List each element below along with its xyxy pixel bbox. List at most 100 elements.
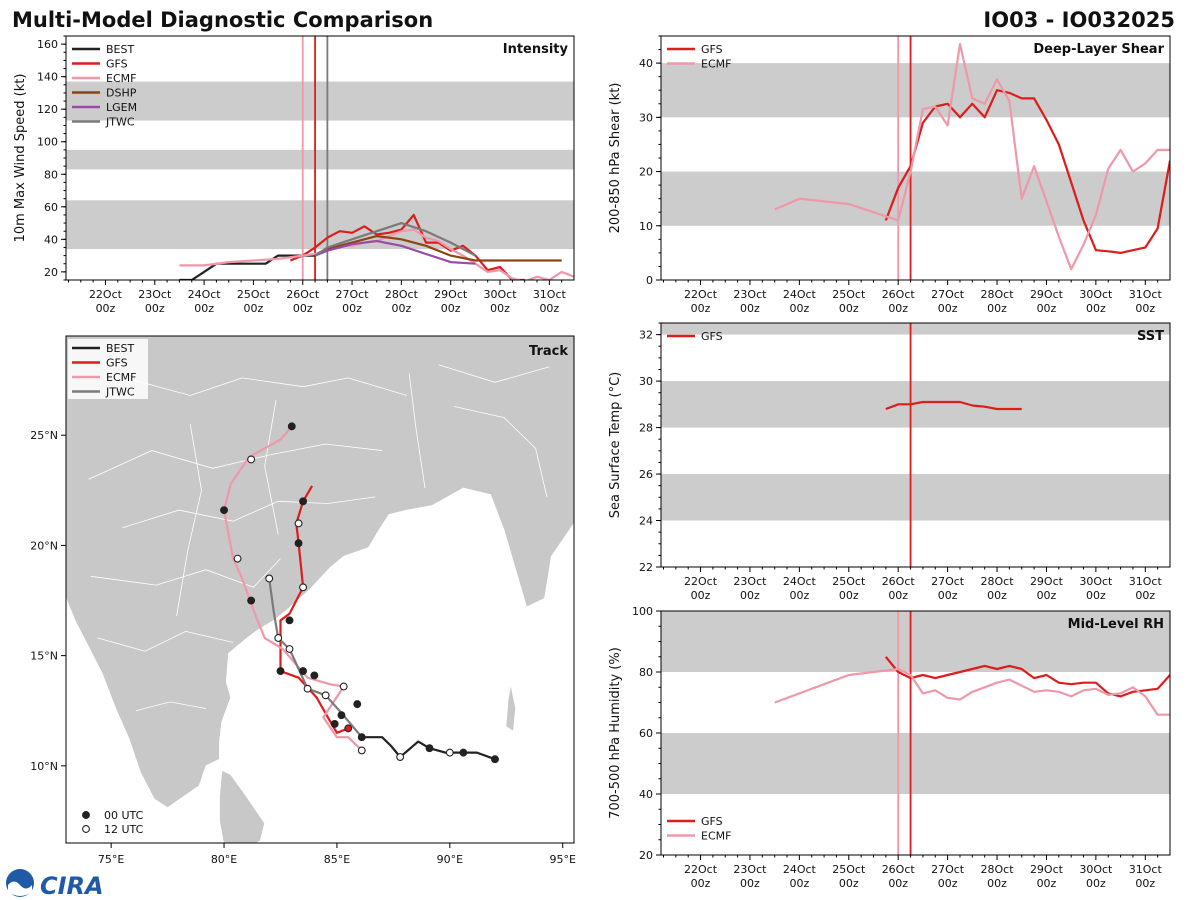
rh-xtick-sublabel: 00z <box>740 877 760 890</box>
track-frame <box>65 335 575 844</box>
rh-xtick-label: 30Oct <box>1079 863 1113 876</box>
intensity-xtick-label: 24Oct <box>188 288 222 301</box>
track-state-border <box>90 558 281 588</box>
intensity-legend-label-dshp: DSHP <box>106 87 137 100</box>
rh-xtick-label: 31Oct <box>1129 863 1163 876</box>
shear-xtick-label: 27Oct <box>931 288 965 301</box>
rh-series-gfs <box>884 656 1170 698</box>
shear-xtick-label: 31Oct <box>1129 288 1163 301</box>
intensity-legend-label-ecmf: ECMF <box>106 72 136 85</box>
sst-shade-band <box>661 323 1170 335</box>
sst-xtick-sublabel: 00z <box>691 589 711 602</box>
intensity-xtick-sublabel: 00z <box>244 302 264 315</box>
intensity-series-lgem <box>314 239 476 265</box>
sst-frame <box>660 322 1171 568</box>
track-marker-best <box>491 755 499 764</box>
shear-xtick-sublabel: 00z <box>839 302 859 315</box>
shear-xtick-label: 30Oct <box>1079 288 1113 301</box>
shear-panel: 01020304022Oct00z23Oct00z24Oct00z25Oct00… <box>608 35 1171 315</box>
track-title: Track <box>529 344 568 359</box>
sst-xtick-label: 26Oct <box>882 575 916 588</box>
shear-ytick-label: 20 <box>639 166 653 179</box>
intensity-xtick-sublabel: 00z <box>96 302 116 315</box>
rh-xtick-sublabel: 00z <box>938 877 958 890</box>
intensity-xtick-label: 27Oct <box>336 288 370 301</box>
track-marker-gfs <box>285 616 294 625</box>
track-state-border <box>133 377 408 396</box>
sst-xtick-label: 23Oct <box>733 575 767 588</box>
intensity-xtick-sublabel: 00z <box>441 302 461 315</box>
track-state-border <box>454 406 548 497</box>
track-line-ecmf <box>222 425 363 752</box>
track-marker-jtwc <box>321 691 330 700</box>
intensity-ytick-label: 160 <box>37 38 58 51</box>
intensity-xtick-sublabel: 00z <box>391 302 411 315</box>
shear-xtick-label: 26Oct <box>882 288 916 301</box>
track-marker-legend-label: 00 UTC <box>104 809 144 822</box>
intensity-ytick-label: 60 <box>44 201 58 214</box>
rh-plot-area <box>661 611 1170 855</box>
shear-xtick-sublabel: 00z <box>1086 302 1106 315</box>
intensity-title: Intensity <box>503 42 569 57</box>
rh-xtick-sublabel: 00z <box>888 877 908 890</box>
intensity-shade-band <box>66 200 574 250</box>
rh-xtick-sublabel: 00z <box>1135 877 1155 890</box>
sst-ytick-label: 30 <box>639 375 653 388</box>
shear-ytick-label: 0 <box>646 274 653 287</box>
sst-ytick-label: 32 <box>639 329 653 342</box>
track-marker-gfs <box>299 583 308 592</box>
sst-xtick-sublabel: 00z <box>888 589 908 602</box>
intensity-xtick-sublabel: 00z <box>194 302 214 315</box>
sst-legend-label-gfs: GFS <box>701 330 723 343</box>
shear-legend-label-gfs: GFS <box>701 43 723 56</box>
rh-ylabel: 700-500 hPa Humidity (%) <box>608 647 623 819</box>
shear-series-gfs <box>884 89 1170 254</box>
intensity-series-dshp <box>314 235 562 262</box>
track-xtick-label: 75°E <box>98 853 124 866</box>
sst-xtick-label: 22Oct <box>684 575 718 588</box>
rh-ytick-label: 40 <box>639 788 653 801</box>
track-state-border <box>135 701 207 712</box>
sst-xtick-label: 28Oct <box>981 575 1015 588</box>
rh-shade-band <box>661 733 1170 794</box>
sst-ylabel: Sea Surface Temp (°C) <box>608 372 623 519</box>
sst-xtick-sublabel: 00z <box>789 589 809 602</box>
track-line-jtwc <box>268 578 363 738</box>
shear-xtick-label: 23Oct <box>733 288 767 301</box>
figure-title: Multi-Model Diagnostic Comparison <box>12 8 433 32</box>
intensity-xtick-sublabel: 00z <box>293 302 313 315</box>
track-legend-label-jtwc: JTWC <box>105 386 135 399</box>
track-state-border <box>438 364 550 383</box>
intensity-xtick-label: 29Oct <box>434 288 468 301</box>
intensity-legend-label-gfs: GFS <box>106 58 128 71</box>
track-marker-best <box>459 748 468 757</box>
rh-xtick-sublabel: 00z <box>987 877 1007 890</box>
track-marker-bestearly <box>353 700 362 709</box>
shear-xtick-label: 22Oct <box>684 288 718 301</box>
shear-xtick-sublabel: 00z <box>938 302 958 315</box>
rh-ytick-label: 80 <box>639 666 653 679</box>
intensity-series-ecmf <box>179 228 574 280</box>
track-legend-label-gfs: GFS <box>106 357 128 370</box>
intensity-series-jtwc <box>314 222 476 257</box>
track-panel: 75°E 80°E 85°E 90°E 95°E 10°N 15°N 20°N 25°N Trac… <box>30 335 576 866</box>
track-ytick-label: 10°N <box>30 760 58 773</box>
track-landmass <box>66 336 574 809</box>
intensity-legend-label-best: BEST <box>106 43 134 56</box>
track-xtick-label: 80°E <box>211 853 237 866</box>
track-state-border <box>264 399 279 535</box>
intensity-xtick-label: 28Oct <box>385 288 419 301</box>
intensity-ytick-label: 40 <box>44 233 58 246</box>
track-marker-gfs <box>294 539 303 548</box>
track-marker-jtwc <box>303 684 312 693</box>
track-marker-bestearly <box>247 596 256 605</box>
rh-shade-band <box>661 611 1170 672</box>
intensity-plot-area <box>66 36 574 280</box>
shear-series-ecmf <box>774 42 1170 271</box>
track-marker-ecmf <box>247 455 256 464</box>
sst-plot-area <box>661 323 1170 567</box>
intensity-xtick-label: 31Oct <box>533 288 567 301</box>
track-marker-bestearly <box>299 667 308 676</box>
intensity-xtick-sublabel: 00z <box>145 302 165 315</box>
